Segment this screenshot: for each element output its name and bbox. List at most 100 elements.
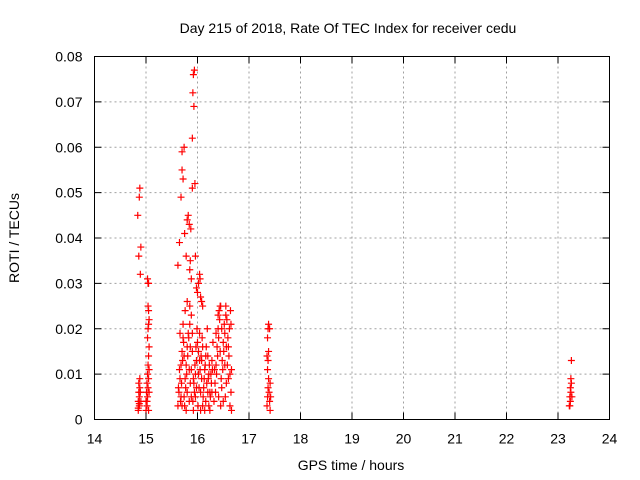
data-point	[198, 375, 206, 383]
data-point	[568, 393, 576, 401]
data-point	[222, 343, 230, 351]
data-point	[198, 357, 206, 365]
data-point	[203, 325, 211, 333]
data-point	[219, 397, 227, 405]
y-tick-label: 0.06	[55, 139, 82, 155]
data-point	[136, 375, 144, 383]
data-point	[182, 252, 190, 260]
data-point	[183, 388, 191, 396]
data-point	[191, 361, 199, 369]
data-point	[222, 311, 230, 319]
data-point	[215, 393, 223, 401]
data-point	[214, 311, 222, 319]
data-point	[264, 357, 272, 365]
ticks-layer: 14 15 16 17 18 19 20 21 22 23 24 0 0.01 0.02 0.03 0.04 0…	[55, 49, 617, 447]
data-point	[178, 379, 186, 387]
data-point	[136, 270, 144, 278]
data-point	[186, 257, 194, 265]
data-point	[192, 384, 200, 392]
data-point	[199, 343, 207, 351]
data-point	[221, 329, 229, 337]
data-point	[213, 370, 221, 378]
data-point	[195, 347, 203, 355]
data-point	[180, 338, 188, 346]
data-point	[567, 388, 575, 396]
data-point	[206, 393, 214, 401]
x-tick-label: 20	[396, 431, 412, 447]
data-point	[134, 211, 142, 219]
data-point	[567, 379, 575, 387]
data-point	[215, 307, 223, 315]
data-point	[186, 266, 194, 274]
data-point	[190, 102, 198, 110]
data-point	[144, 361, 152, 369]
data-point	[174, 261, 182, 269]
data-point	[180, 352, 188, 360]
data-point	[145, 307, 153, 315]
data-point	[205, 361, 213, 369]
data-point	[202, 352, 210, 360]
data-point	[199, 402, 207, 410]
data-point	[185, 220, 193, 228]
y-tick-label: 0.02	[55, 321, 82, 337]
data-point	[136, 184, 144, 192]
data-point	[177, 193, 185, 201]
data-point	[202, 397, 210, 405]
data-point	[223, 316, 231, 324]
data-point	[208, 357, 216, 365]
data-point	[211, 379, 219, 387]
data-point	[198, 334, 206, 342]
data-point	[224, 334, 232, 342]
data-point	[266, 397, 274, 405]
data-point	[186, 320, 194, 328]
data-point	[219, 366, 227, 374]
data-point	[145, 279, 153, 287]
data-point	[188, 134, 196, 142]
data-point	[566, 402, 574, 410]
data-point	[199, 302, 207, 310]
data-point	[264, 384, 272, 392]
data-point	[189, 71, 197, 79]
data-point	[145, 375, 153, 383]
x-tick-label: 19	[344, 431, 360, 447]
data-point	[135, 393, 143, 401]
data-point	[179, 175, 187, 183]
data-point	[266, 406, 274, 414]
x-tick-label: 15	[138, 431, 154, 447]
data-point	[183, 298, 191, 306]
data-point	[197, 293, 205, 301]
data-point	[188, 184, 196, 192]
data-point	[178, 347, 186, 355]
y-tick-label: 0.04	[55, 230, 82, 246]
data-point	[265, 347, 273, 355]
data-point	[144, 384, 152, 392]
data-point	[265, 320, 273, 328]
data-point	[212, 329, 220, 337]
data-point	[189, 406, 197, 414]
data-point	[221, 393, 229, 401]
data-point	[182, 361, 190, 369]
y-tick-label: 0.08	[55, 49, 82, 65]
data-point	[227, 320, 235, 328]
data-point	[264, 334, 272, 342]
data-point	[217, 375, 225, 383]
data-point	[136, 388, 144, 396]
y-axis-title: ROTI / TECUs	[6, 193, 22, 283]
data-point	[178, 148, 186, 156]
data-point	[190, 388, 198, 396]
data-point	[135, 193, 143, 201]
data-point	[210, 397, 218, 405]
data-point	[218, 357, 226, 365]
data-point	[226, 402, 234, 410]
data-point	[181, 229, 189, 237]
x-tick-label: 22	[499, 431, 515, 447]
data-point	[195, 279, 203, 287]
data-point	[178, 166, 186, 174]
data-point	[216, 316, 224, 324]
data-point	[175, 239, 183, 247]
data-point	[218, 325, 226, 333]
data-point	[220, 320, 228, 328]
data-point	[144, 370, 152, 378]
